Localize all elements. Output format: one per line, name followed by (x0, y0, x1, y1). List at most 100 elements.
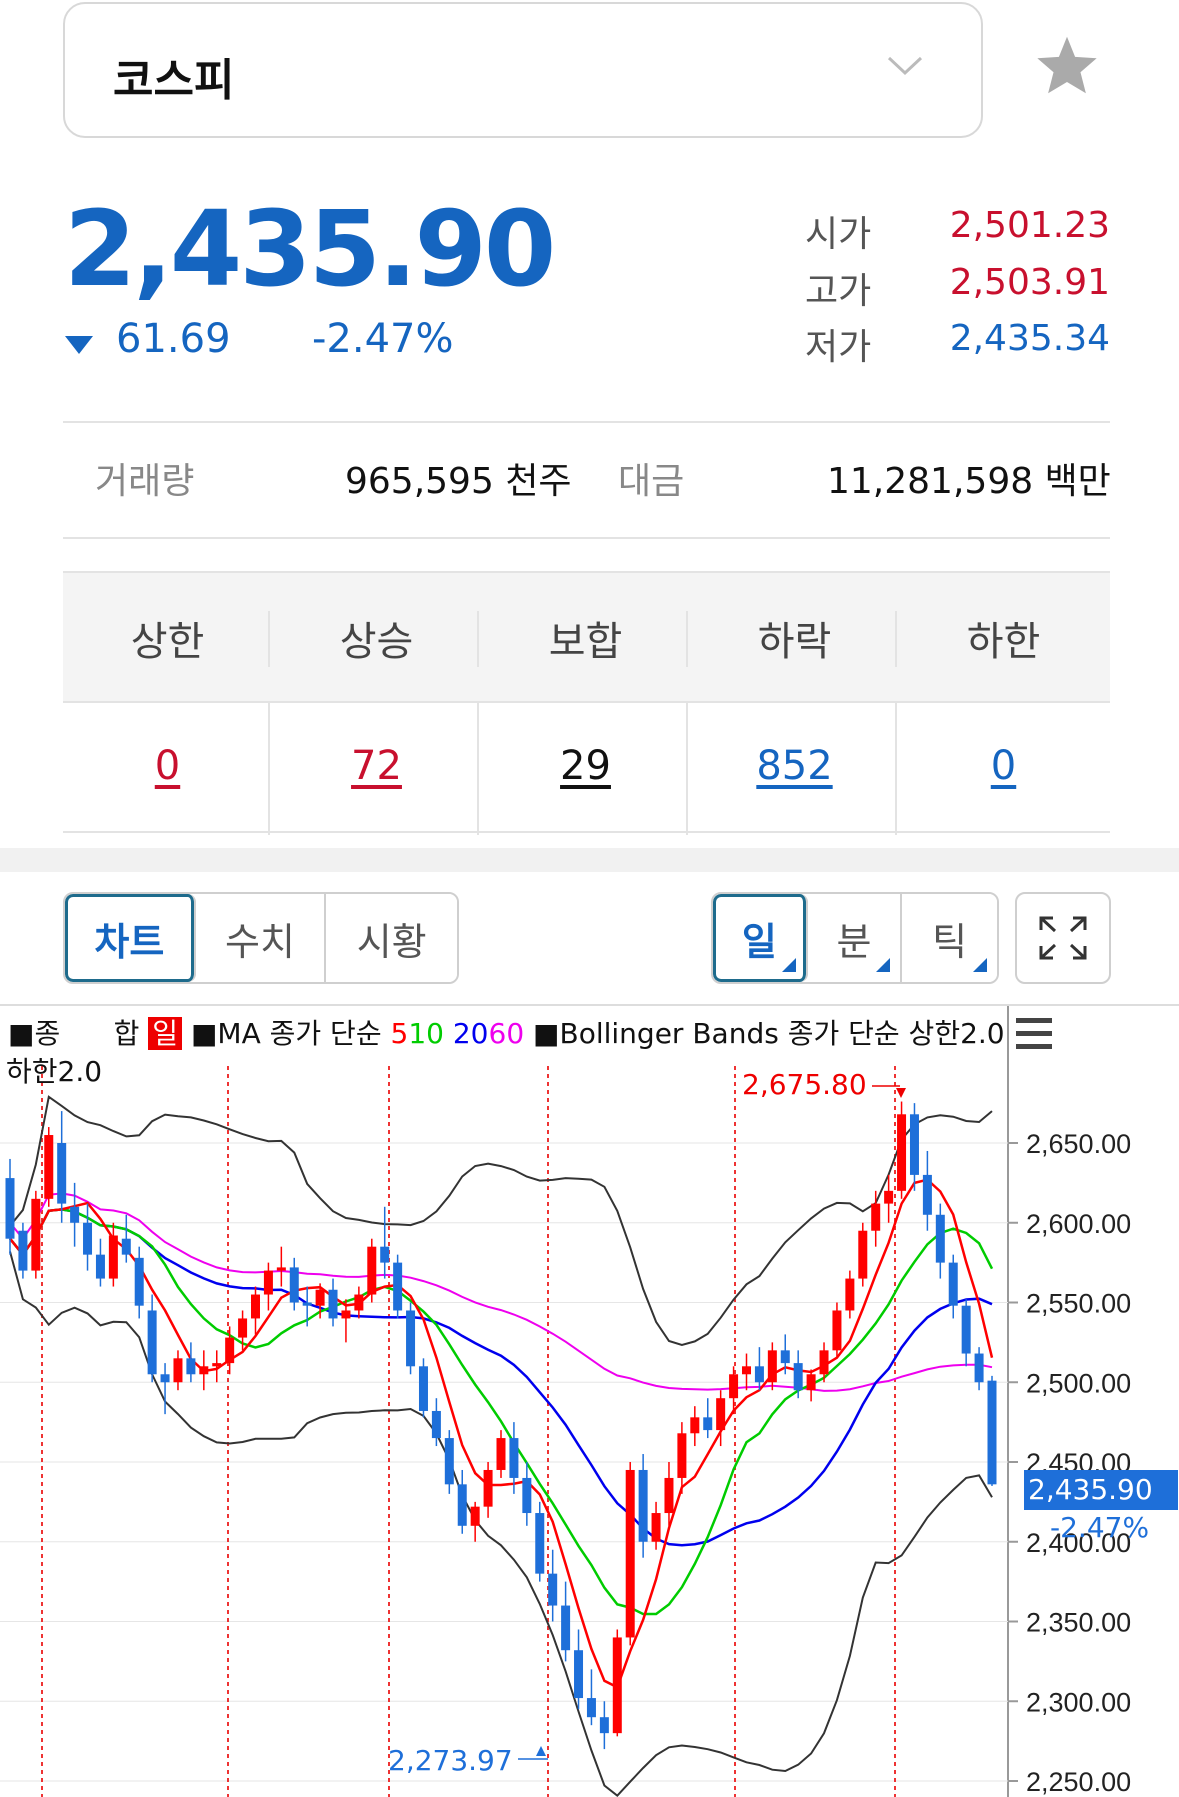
candle-body (832, 1310, 842, 1351)
index-name: 코스피 (113, 55, 235, 106)
candle-body (858, 1230, 868, 1279)
market-breadth-table: 상한 상승 보합 하락 하한 0 72 29 852 0 (63, 571, 1110, 835)
candle-body (44, 1135, 54, 1199)
legend-series-prefix: ■종 (8, 1017, 61, 1050)
legend-bollinger: ■Bollinger Bands 종가 단순 상한2.0 (533, 1017, 1005, 1050)
divider (686, 703, 688, 835)
candle-body (742, 1366, 751, 1375)
y-tick-label: 2,350.00 (1026, 1608, 1131, 1638)
candle-body (496, 1438, 506, 1470)
y-tick-label: 2,300.00 (1026, 1687, 1131, 1717)
index-selector[interactable]: 코스피 (63, 2, 983, 138)
candle-body (380, 1246, 390, 1263)
candle-body (95, 1254, 105, 1279)
candle-body (716, 1398, 726, 1431)
tab-numbers[interactable]: 수치 (195, 894, 327, 982)
volume-value: 965,595 천주 (345, 461, 572, 502)
candle-body (444, 1438, 454, 1485)
legend-series-name: 합 (113, 1017, 140, 1050)
candle-body (612, 1637, 622, 1734)
candle-body (315, 1289, 325, 1306)
legend-ma20: 20 (452, 1017, 489, 1050)
candle-body (599, 1717, 609, 1734)
candle-body (108, 1235, 118, 1279)
advancing-count-link[interactable]: 72 (351, 743, 402, 789)
candle-body (147, 1310, 157, 1375)
divider (268, 703, 270, 835)
candle-body (677, 1433, 687, 1478)
tab-market-commentary[interactable]: 시황 (326, 894, 457, 982)
down-triangle-icon (64, 334, 94, 360)
candle-body (160, 1374, 170, 1383)
candle-body (819, 1350, 829, 1375)
candle-body (922, 1174, 932, 1215)
candle-body (574, 1650, 584, 1699)
candle-body (199, 1366, 209, 1375)
fullscreen-button[interactable] (1015, 892, 1111, 984)
y-tick-label: 2,250.00 (1026, 1767, 1131, 1797)
current-price: 2,435.90 (64, 188, 556, 310)
open-value: 2,501.23 (949, 205, 1110, 246)
hamburger-menu-icon[interactable] (1016, 1016, 1052, 1056)
candle-body (845, 1278, 855, 1311)
low-label: 저가 (805, 327, 872, 368)
price-chart[interactable]: 2,650.00 2,600.00 2,550.00 2,500.00 2,450.00… (0, 1004, 1179, 1797)
candle-body (974, 1353, 984, 1383)
section-gap (0, 848, 1179, 872)
candle-body (328, 1289, 338, 1319)
favorite-star-icon[interactable] (1034, 34, 1100, 100)
header-lower-limit: 하한 (966, 619, 1041, 665)
chart-legend: ■종 합 일 ■MA 종가 단순 510 2060 ■Bollinger Ban… (8, 1012, 1005, 1052)
candle-body (690, 1417, 700, 1434)
declining-count-link[interactable]: 852 (756, 743, 833, 789)
amount-value: 11,281,598 백만 (827, 461, 1111, 502)
candle-body (884, 1190, 894, 1204)
ma10-line (9, 1208, 994, 1616)
tab-tick[interactable]: 틱 (902, 894, 997, 982)
max-marker-arrow (896, 1088, 906, 1098)
divider (895, 703, 897, 835)
low-value: 2,435.34 (949, 318, 1110, 359)
unchanged-count-link[interactable]: 29 (560, 743, 611, 789)
high-row: 고가 2,503.91 (805, 262, 1110, 312)
y-tick-label: 2,400.00 (1026, 1528, 1131, 1558)
candle-body (703, 1417, 713, 1431)
candle-body (83, 1222, 93, 1255)
tab-daily-label: 일 (741, 919, 777, 964)
open-row: 시가 2,501.23 (805, 205, 1110, 255)
dropdown-corner-icon (781, 958, 796, 972)
y-tick-label: 2,650.00 (1026, 1129, 1131, 1159)
candle-body (948, 1262, 958, 1306)
divider (268, 611, 270, 667)
upper-limit-count-link[interactable]: 0 (154, 743, 181, 789)
low-row: 저가 2,435.34 (805, 318, 1110, 368)
candle-body (625, 1469, 635, 1638)
legend-ma5: 5 (390, 1017, 409, 1050)
chevron-down-icon (887, 56, 923, 80)
tab-minute[interactable]: 분 (807, 894, 903, 982)
candle-body (871, 1203, 881, 1231)
tab-minute-label: 분 (836, 919, 872, 964)
y-tick-label: 2,500.00 (1026, 1368, 1131, 1398)
lower-limit-count-link[interactable]: 0 (990, 743, 1017, 789)
y-tick-label: 2,550.00 (1026, 1289, 1131, 1319)
max-price-label: 2,675.80 (742, 1068, 867, 1101)
candle-body (987, 1380, 997, 1485)
bollinger-lower-line (9, 1251, 993, 1797)
candle-body (806, 1374, 816, 1391)
dropdown-corner-icon (972, 958, 987, 972)
min-marker-arrow (536, 1746, 546, 1756)
tab-chart[interactable]: 차트 (65, 894, 196, 982)
tab-daily[interactable]: 일 (713, 894, 808, 982)
candle-body (535, 1513, 545, 1574)
candle-body (909, 1114, 919, 1175)
candle-body (276, 1267, 286, 1271)
candle-body (134, 1257, 144, 1306)
candle-body (586, 1698, 596, 1718)
open-label: 시가 (805, 214, 872, 255)
candle-body (263, 1270, 273, 1295)
expand-icon (1039, 916, 1087, 960)
candle-body (173, 1358, 183, 1383)
chart-canvas: 2,650.002,600.002,550.002,500.002,450.00… (0, 1006, 1131, 1797)
candle-body (483, 1469, 493, 1507)
